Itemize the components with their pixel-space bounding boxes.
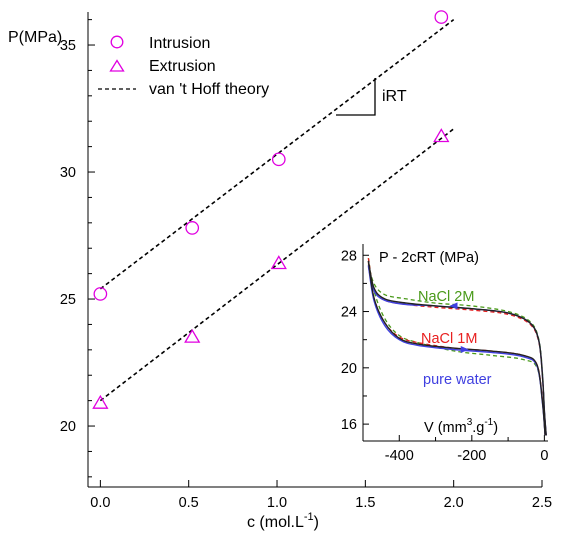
inset-x-tick-label: -400 <box>385 448 414 464</box>
inset-x-label-middle: .g <box>472 420 484 436</box>
data-points <box>92 10 450 409</box>
annotation-pure-water: pure water <box>423 372 492 388</box>
curve-intrusion-black <box>367 260 547 436</box>
curve-intrusion-nacl-1m <box>367 257 547 436</box>
inset-x-label-sup2: -1 <box>484 417 493 428</box>
inset-y-tick-label: 24 <box>341 305 357 321</box>
x-tick-label: 0.5 <box>179 495 199 511</box>
inset-chart: -400 -200 0 16 20 24 28 P - 2cRT (MPa) NaCl 2… <box>320 240 552 464</box>
theory-line <box>99 128 455 402</box>
legend-extrusion-marker <box>109 59 125 72</box>
inset-y-ticks: 16 20 24 28 <box>341 248 369 433</box>
x-tick-label: 2.0 <box>444 495 464 511</box>
extrusion-point <box>433 128 450 143</box>
slope-triangle-legs <box>336 78 376 116</box>
legend-intrusion-label: Intrusion <box>149 35 210 52</box>
inset-x-tick-label: 0 <box>540 448 548 464</box>
main-axes <box>87 12 542 488</box>
legend-extrusion-label: Extrusion <box>149 58 216 75</box>
curve-arrow-left <box>449 302 458 310</box>
inset-x-label-main: V (mm <box>424 420 467 436</box>
intrusion-point <box>185 221 200 235</box>
inset-x-axis-label: V (mm3.g-1) <box>424 417 498 436</box>
inset-y-tick-label: 16 <box>341 417 357 433</box>
x-tick-label: 0.0 <box>90 495 110 511</box>
inset-x-tick-label: -200 <box>457 448 486 464</box>
legend-theory-label: van 't Hoff theory <box>149 81 269 98</box>
curve-arrow-right <box>460 346 469 354</box>
x-axis-label-main: c (mol.L <box>247 514 304 531</box>
extrusion-point <box>92 394 109 409</box>
theory-lines <box>99 18 455 402</box>
isotherm-curves <box>367 257 547 436</box>
main-x-ticks: 0.0 0.5 1.0 1.5 2.0 2.5 <box>90 480 552 511</box>
inset-background <box>320 240 552 440</box>
intrusion-point <box>93 287 108 301</box>
legend-intrusion-marker <box>110 35 124 49</box>
extrusion-point <box>184 328 201 343</box>
slope-triangle: iRT <box>336 78 407 116</box>
slope-label: iRT <box>382 88 407 105</box>
x-tick-label: 1.0 <box>267 495 287 511</box>
curve-intrusion-nacl-2m <box>367 263 547 436</box>
inset-x-label-sup1: 3 <box>467 417 473 428</box>
y-tick-label: 30 <box>60 165 76 181</box>
legend: Intrusion Extrusion van 't Hoff theory <box>98 35 269 98</box>
intrusion-point <box>271 152 286 167</box>
curve-arrows <box>449 302 469 354</box>
annotation-nacl-2m: NaCl 2M <box>418 289 474 305</box>
extrusion-point <box>270 255 287 270</box>
y-axis-label: P(MPa) <box>8 29 62 46</box>
y-tick-label: 20 <box>60 419 76 435</box>
x-tick-label: 2.5 <box>532 495 552 511</box>
inset-axes <box>362 244 548 442</box>
inset-y-tick-label: 20 <box>341 361 357 377</box>
inset-x-label-suffix: ) <box>493 420 498 436</box>
x-axis-label-suffix: ) <box>314 514 319 531</box>
y-tick-label: 25 <box>60 292 76 308</box>
inset-title: P - 2cRT (MPa) <box>379 250 479 266</box>
inset-x-ticks: -400 -200 0 <box>385 435 548 464</box>
inset-y-tick-label: 28 <box>341 248 357 264</box>
curve-extrusion-black <box>367 260 546 436</box>
x-axis-label: c (mol.L-1) <box>247 511 319 531</box>
intrusion-point <box>434 10 449 24</box>
x-axis-label-superscript: -1 <box>304 511 314 523</box>
x-tick-label: 1.5 <box>355 495 375 511</box>
main-y-ticks: 20 25 30 35 <box>60 19 95 478</box>
y-tick-label: 35 <box>60 38 76 54</box>
annotation-nacl-1m: NaCl 1M <box>421 331 477 347</box>
